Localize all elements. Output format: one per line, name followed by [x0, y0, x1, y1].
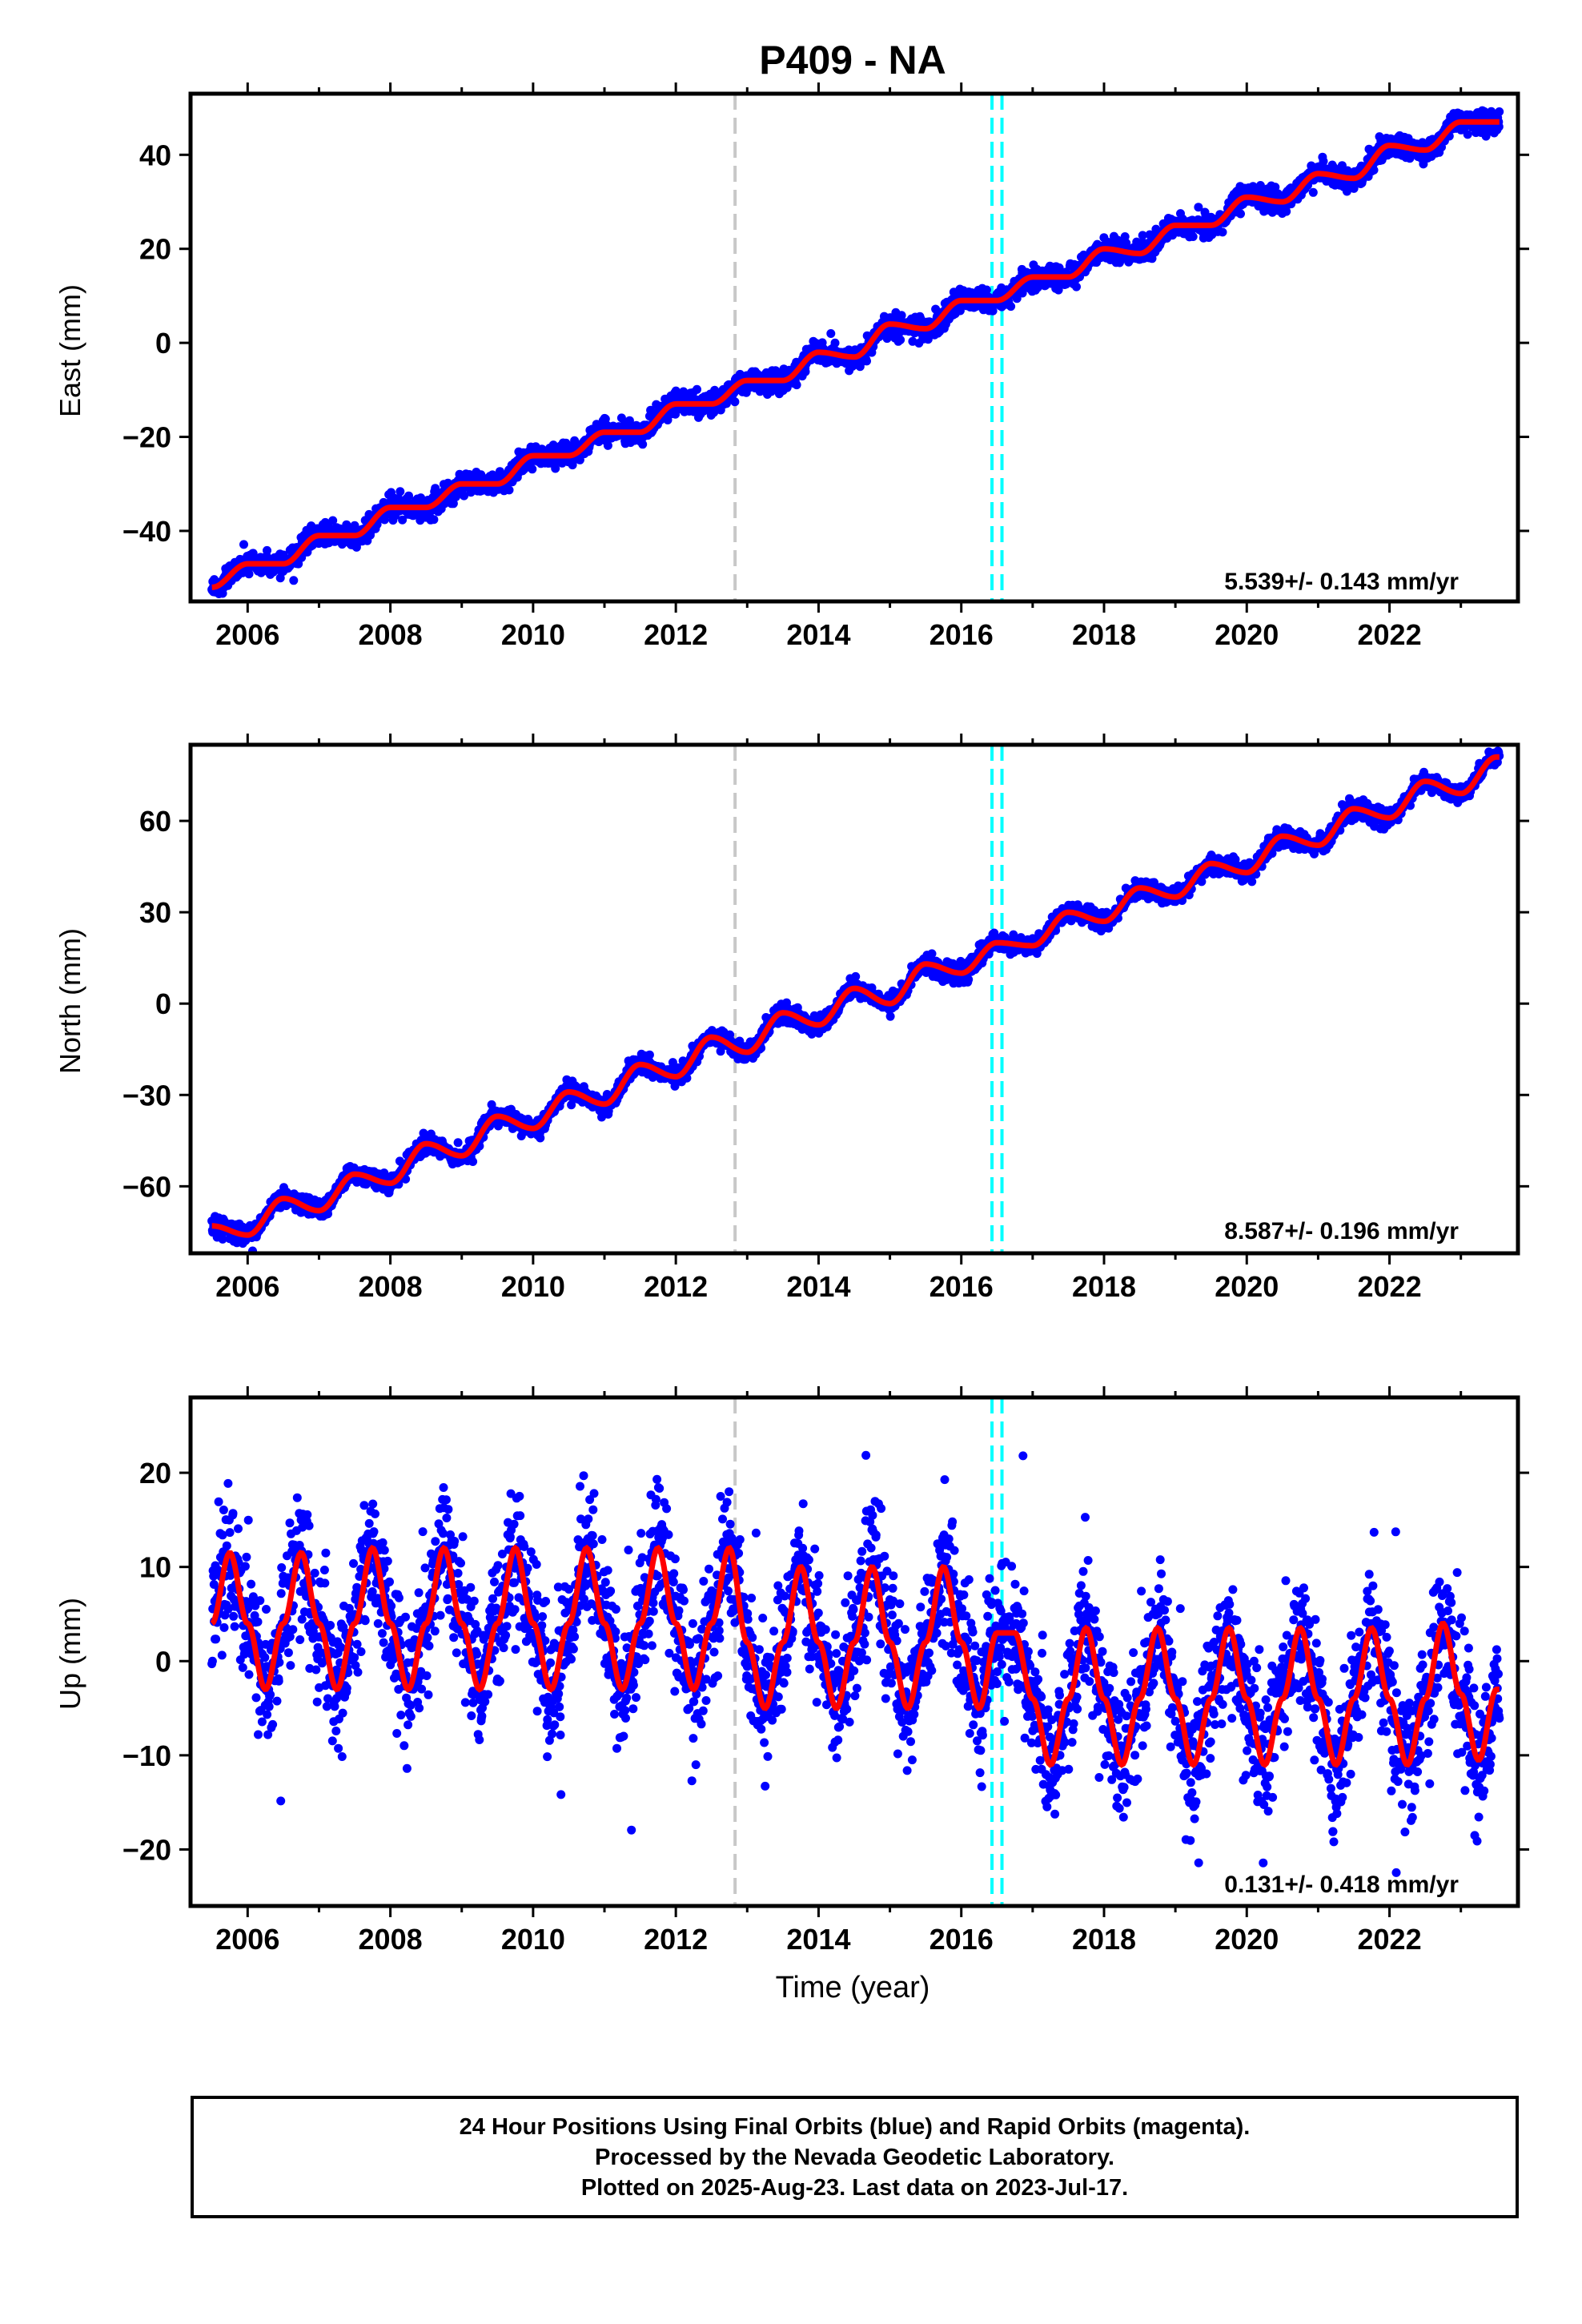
- data-point: [398, 515, 408, 525]
- data-point: [468, 1157, 478, 1166]
- data-point: [830, 338, 840, 348]
- data-point: [536, 1133, 545, 1143]
- data-point: [1308, 187, 1318, 197]
- x-tick-label-east: 2014: [786, 618, 850, 651]
- data-point: [239, 540, 248, 549]
- data-point: [289, 576, 299, 585]
- data-point: [897, 311, 906, 320]
- y-tick-label-east: 40: [139, 139, 171, 171]
- data-point: [603, 440, 612, 450]
- rate-label-east: 5.539+/- 0.143 mm/yr: [1224, 569, 1459, 595]
- y-tick-label-east: 20: [139, 233, 171, 266]
- x-tick-label-east: 2006: [215, 618, 279, 651]
- data-point: [600, 414, 610, 424]
- panel-east: East (mm) 2006 2008 2010 2012 2014 2016 2018 20…: [54, 82, 1529, 651]
- data-point: [263, 545, 271, 555]
- data-point: [693, 384, 701, 394]
- y-tick-label-east: −20: [122, 421, 171, 454]
- data-point: [1495, 107, 1504, 116]
- data-point: [792, 380, 801, 390]
- x-tick-label-east: 2012: [644, 618, 708, 651]
- x-tick-label-east: 2008: [359, 618, 423, 651]
- data-point: [1218, 227, 1227, 237]
- plot-area-east: 2006 2008 2010 2012 2014 2016 2018 2020 2022 −40 −…: [122, 82, 1529, 651]
- data-points-north: [207, 746, 1504, 1253]
- x-tick-label-east: 2010: [501, 618, 565, 651]
- data-point: [1006, 302, 1016, 312]
- data-point: [244, 569, 254, 579]
- data-point: [448, 499, 458, 509]
- data-point: [862, 356, 871, 366]
- data-point: [730, 397, 740, 407]
- data-point: [275, 573, 285, 583]
- x-tick-label-east: 2020: [1215, 618, 1279, 651]
- data-point: [1072, 282, 1081, 292]
- data-point: [551, 464, 560, 473]
- data-point: [568, 460, 577, 470]
- data-point: [460, 491, 469, 501]
- data-point: [826, 329, 836, 338]
- data-point: [575, 455, 584, 464]
- data-point: [638, 440, 648, 449]
- data-point: [709, 408, 719, 417]
- panel-north: North (mm) 2006 2008 2010 2012 2014 2016 2018 2…: [54, 734, 1529, 1303]
- y-tick-label-east: −40: [122, 515, 171, 548]
- data-point: [644, 1050, 654, 1059]
- data-point: [1188, 232, 1198, 241]
- data-point: [801, 367, 810, 376]
- data-point: [528, 464, 537, 474]
- data-point: [453, 1138, 463, 1148]
- data-point: [896, 335, 905, 344]
- data-point: [396, 487, 405, 497]
- data-point: [248, 549, 258, 558]
- chart-title: P409 - NA: [759, 38, 946, 82]
- y-axis-label-east: East (mm): [54, 284, 86, 417]
- x-tick-label-east: 2016: [930, 618, 994, 651]
- data-point: [431, 484, 440, 493]
- data-point: [616, 413, 626, 423]
- data-point: [429, 515, 439, 525]
- data-point: [404, 491, 413, 501]
- data-point: [1236, 209, 1245, 219]
- y-tick-label-east: 0: [155, 327, 171, 360]
- y-axis-label-north: North (mm): [54, 928, 86, 1074]
- x-tick-label-east: 2022: [1358, 618, 1422, 651]
- data-point: [328, 516, 338, 525]
- x-tick-label-east: 2018: [1072, 618, 1136, 651]
- data-point: [504, 485, 514, 495]
